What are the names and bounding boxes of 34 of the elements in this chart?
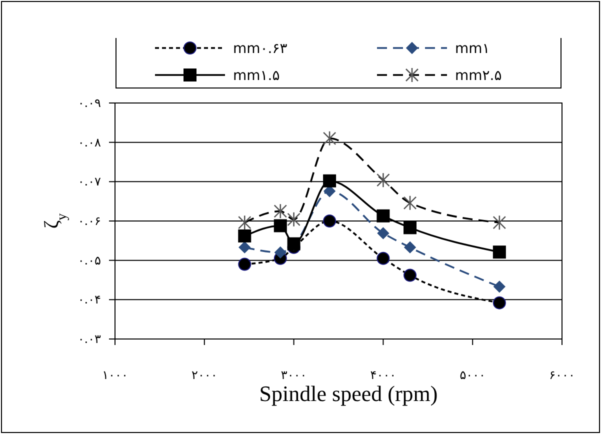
x-tick-label: ۱۰۰۰ [102,368,128,382]
point [238,241,251,254]
y-tick-label: ۰.۰۵ [78,253,101,268]
point [274,219,287,232]
y-tick-label: ۰.۰۶ [78,214,101,228]
y-tick-label: ۰.۰۷ [78,174,102,189]
point [404,221,417,234]
x-axis-title: Spindle speed (rpm) [259,381,438,406]
legend-label: mm۱ [455,41,490,57]
point [493,280,506,293]
x-tick-label: ۵۰۰۰ [460,368,486,382]
point [376,252,390,265]
point [377,227,390,240]
legend-label: mm۱.۵ [233,68,280,84]
y-tick-label: ۰.۰۸ [78,135,102,150]
x-tick-label: ۴۰۰۰ [370,368,396,382]
point [376,209,390,222]
y-tick-label: ۰.۰۴ [78,292,101,307]
x-tick-label: ۳۰۰۰ [280,368,307,382]
x-tick-label: ۲۰۰۰ [192,368,218,382]
x-tick-label: ۶۰۰۰ [549,368,575,382]
point [238,258,252,271]
point [492,246,506,259]
point [238,229,252,242]
point [492,296,506,310]
y-tick-label: ۰.۰۹ [78,96,101,110]
point [404,268,417,282]
point [274,246,286,259]
legend-label: mm۲.۵ [455,68,502,84]
point [323,174,336,188]
point [323,214,336,228]
y-tick-label: ۰.۰۳ [78,332,102,346]
legend-label: mm۰.۶۳ [233,41,288,57]
point [404,241,416,254]
